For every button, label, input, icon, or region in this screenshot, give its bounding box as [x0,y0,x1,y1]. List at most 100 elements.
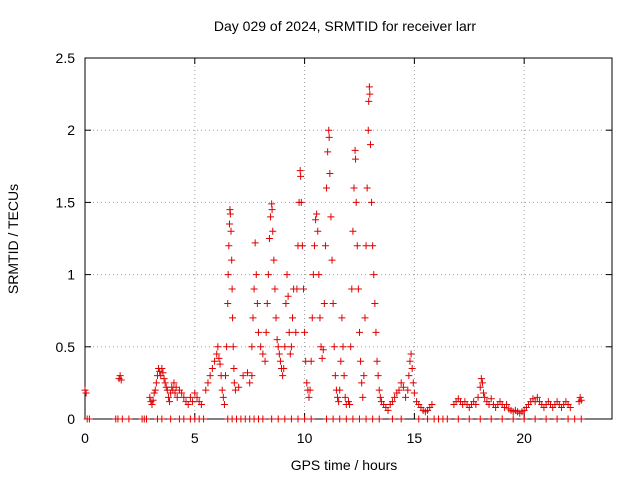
data-point [253,299,261,307]
data-point [257,343,265,351]
data-point [81,386,89,394]
data-point [180,393,188,401]
chart-title: Day 029 of 2024, SRMTID for receiver lar… [214,18,477,34]
data-point [315,271,323,279]
data-point [167,415,175,423]
data-point [577,415,585,423]
data-point [474,393,482,401]
data-point [324,148,332,156]
data-point [339,343,347,351]
data-point [273,336,281,344]
data-point [265,235,273,242]
data-point [352,198,360,206]
data-point [397,379,405,387]
data-point [286,350,294,358]
data-point [310,242,318,250]
data-point [117,376,125,384]
data-point [369,415,377,423]
data-point [313,210,321,218]
data-point [261,357,269,365]
data-point [249,314,257,322]
data-point [180,415,188,423]
data-point [284,292,292,300]
data-point [274,343,282,351]
data-point [376,393,384,401]
data-point [428,401,436,409]
data-point [424,415,432,423]
y-tick-label: 0.5 [56,339,76,355]
data-point [366,141,374,149]
data-point [364,126,372,134]
data-point [307,357,315,365]
data-point [316,314,324,322]
x-tick-label: 20 [516,430,532,446]
data-point [353,242,361,250]
data-point [178,389,186,397]
data-point [158,364,166,372]
data-point [305,393,313,401]
data-point [226,210,234,218]
data-point [251,239,259,247]
data-point [362,415,370,423]
data-point [214,343,222,351]
data-point [148,401,156,409]
data-point [338,314,346,322]
data-point [224,299,232,307]
data-point [487,395,495,403]
data-point [361,314,369,322]
data-point [319,346,327,354]
data-point [402,393,410,401]
data-point [268,206,276,214]
data-point [533,393,541,401]
data-point [287,343,295,351]
data-point [366,90,374,98]
data-point [397,415,405,423]
data-point [323,415,331,423]
data-point [202,386,210,394]
data-point [289,314,297,322]
data-point [274,415,282,423]
data-point [478,379,486,387]
data-point [370,271,378,279]
data-point [204,379,212,387]
data-point [142,415,150,423]
data-point [325,133,333,141]
data-point [264,271,272,279]
data-point [329,415,337,423]
data-point [164,393,172,401]
data-point [359,393,367,401]
data-point [297,172,305,180]
data-point [228,256,236,264]
data-point [404,386,412,394]
data-point [211,357,219,365]
data-point [227,227,235,235]
data-point [298,242,306,250]
y-tick-labels: 0 0.5 1 1.5 2 2.5 [56,50,76,427]
data-point [415,415,423,423]
gridlines [85,58,612,419]
data-point [542,415,550,423]
data-point [375,415,383,423]
data-point [262,328,270,336]
data-point [231,386,239,394]
data-point [342,415,350,423]
data-point [252,271,260,279]
axis-ticks [84,57,612,420]
data-point [472,401,480,409]
data-point [216,360,224,368]
data-point [299,285,307,293]
data-point [287,415,295,423]
data-point [259,350,267,358]
data-point [206,372,214,380]
data-point [306,386,314,394]
data-point [345,398,352,406]
data-point [498,415,506,423]
data-point [409,379,417,387]
data-point [85,415,93,423]
data-point [229,314,237,322]
data-point [577,396,585,404]
data-point [329,299,337,307]
data-point [191,389,199,397]
data-point [372,328,380,336]
data-point [340,372,348,380]
